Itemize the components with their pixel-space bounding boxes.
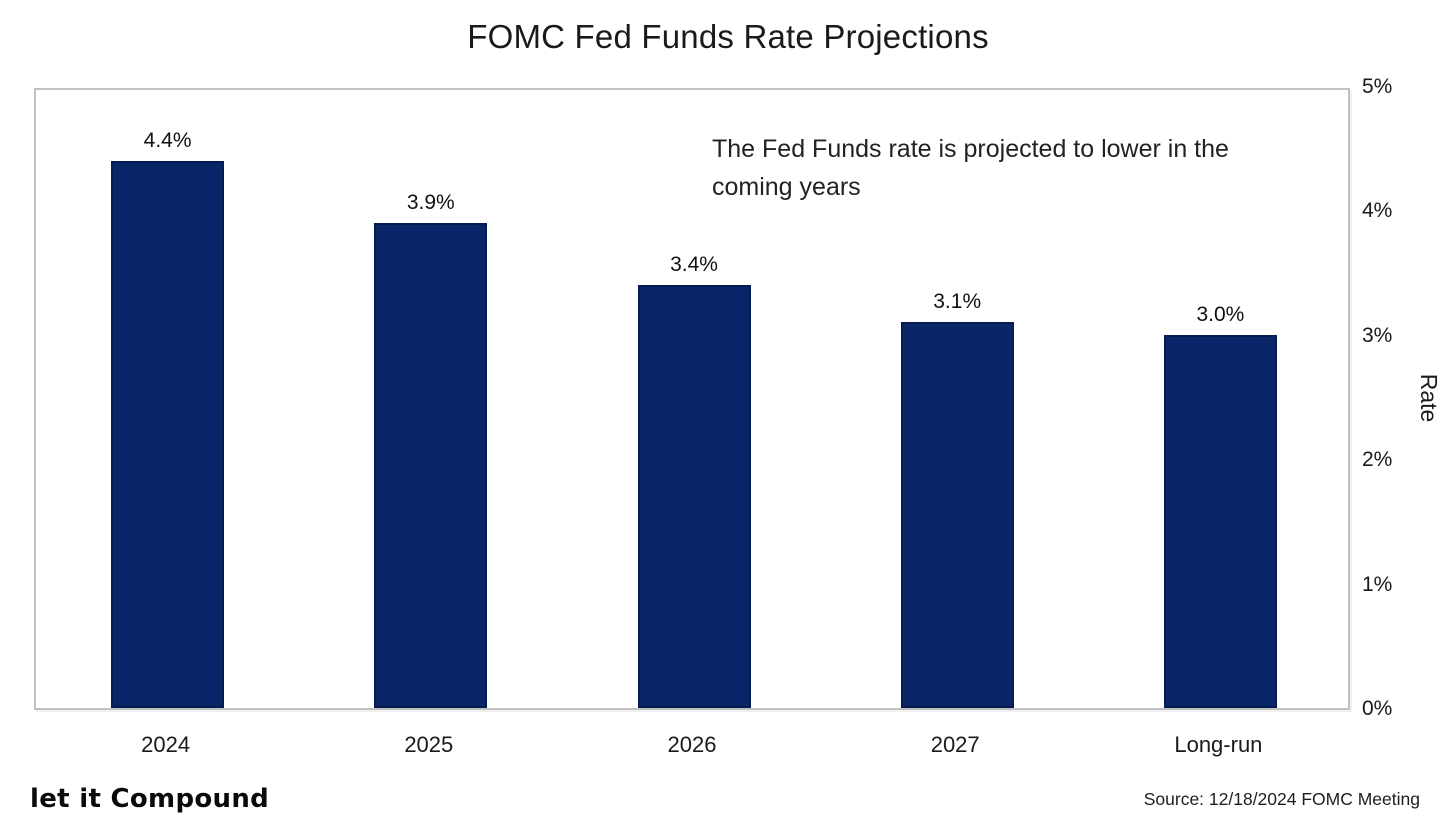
bar-Long-run bbox=[1163, 334, 1277, 708]
bar-2027 bbox=[900, 322, 1014, 708]
x-label-2027: 2027 bbox=[930, 732, 980, 757]
y-tick-3pct: 3% bbox=[1362, 323, 1393, 347]
x-label-2024: 2024 bbox=[141, 732, 191, 757]
bar-2025 bbox=[374, 222, 488, 708]
source-note: Source: 12/18/2024 FOMC Meeting bbox=[1143, 789, 1420, 809]
x-label-2026: 2026 bbox=[667, 732, 717, 757]
y-tick-0pct: 0% bbox=[1362, 697, 1393, 720]
data-label-Long-run: 3.0% bbox=[1196, 302, 1245, 326]
plot-area: The Fed Funds rate is projected to lower… bbox=[34, 88, 1350, 710]
y-tick-5pct: 5% bbox=[1362, 75, 1393, 98]
y-tick-2pct: 2% bbox=[1362, 448, 1393, 472]
y-tick-1pct: 1% bbox=[1362, 572, 1393, 596]
brand-logo: let it Compound bbox=[30, 784, 270, 814]
x-axis-labels: 2024 2025 2026 2027 Long-run bbox=[34, 732, 1350, 762]
y-axis-title: Rate bbox=[1416, 373, 1442, 423]
chart-title: FOMC Fed Funds Rate Projections bbox=[467, 18, 989, 55]
bar-2024 bbox=[111, 160, 225, 708]
y-tick-4pct: 4% bbox=[1362, 199, 1393, 223]
data-label-2026: 3.4% bbox=[670, 253, 718, 277]
chart-annotation: The Fed Funds rate is projected to lower… bbox=[712, 135, 1229, 201]
data-label-2024: 4.4% bbox=[143, 128, 192, 152]
x-label-Long-run: Long-run bbox=[1174, 732, 1263, 757]
x-label-2025: 2025 bbox=[404, 732, 454, 757]
bar-2026 bbox=[637, 285, 751, 708]
data-label-2025: 3.9% bbox=[406, 190, 455, 214]
data-label-2027: 3.1% bbox=[933, 290, 982, 314]
